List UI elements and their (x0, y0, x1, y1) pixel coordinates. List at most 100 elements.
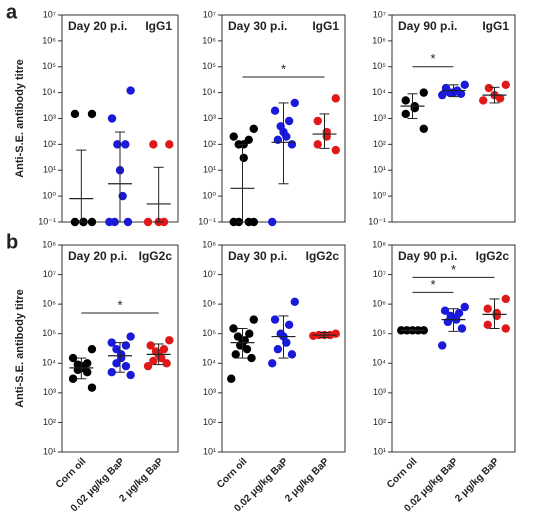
significance-star: * (430, 277, 435, 292)
panel-title: Day 30 p.i. (228, 19, 287, 33)
data-point (284, 116, 294, 126)
y-tick-label: 10² (43, 417, 56, 427)
data-point (495, 94, 505, 103)
data-point (229, 324, 238, 333)
data-point (268, 217, 277, 227)
data-point (249, 124, 258, 133)
data-point (331, 94, 340, 103)
data-point (83, 367, 92, 377)
data-point (239, 153, 248, 163)
x-tick-label: Corn oil (54, 456, 89, 491)
data-point (401, 109, 410, 119)
y-tick-label: 10⁵ (372, 328, 386, 338)
y-tick-label: 10⁻¹ (198, 216, 216, 226)
panel-letter: b (6, 231, 18, 253)
data-point (229, 132, 238, 141)
data-point (107, 367, 116, 377)
data-point (309, 331, 318, 341)
y-tick-label: 10¹ (43, 165, 56, 175)
data-point (456, 89, 466, 99)
y-axis-label: Anti-S.E. antibody titre (14, 59, 26, 178)
data-point (143, 361, 153, 371)
y-tick-label: 10⁶ (372, 299, 386, 309)
data-point (270, 315, 280, 324)
y-tick-label: 10⁷ (373, 269, 386, 279)
data-point (438, 341, 447, 350)
y-tick-label: 10⁷ (203, 9, 216, 19)
y-tick-label: 10² (43, 139, 56, 149)
panel-frame (391, 244, 516, 453)
panel-label: IgG1 (482, 19, 509, 33)
data-point (282, 132, 291, 141)
y-tick-label: 10⁴ (372, 358, 386, 368)
data-point (162, 359, 171, 368)
data-point (313, 140, 322, 149)
data-point (70, 217, 80, 227)
x-tick-label: Corn oil (215, 456, 250, 491)
panel-title: Day 20 p.i. (68, 249, 127, 263)
data-point (159, 344, 169, 354)
y-axis-label: Anti-S.E. antibody titre (14, 289, 26, 408)
data-point (457, 324, 467, 333)
y-tick-label: 10⁸ (372, 239, 386, 249)
data-point (87, 344, 97, 354)
data-point (73, 365, 82, 375)
significance-star: * (451, 262, 456, 277)
y-tick-label: 10⁰ (42, 191, 56, 201)
data-point (233, 332, 243, 341)
y-tick-label: 10¹ (373, 165, 386, 175)
data-point (313, 116, 322, 126)
data-point (438, 90, 447, 100)
data-point (245, 329, 254, 338)
data-point (121, 361, 131, 371)
y-tick-label: 10³ (203, 113, 216, 123)
data-point (445, 88, 454, 97)
data-point (249, 217, 258, 227)
y-tick-label: 10⁵ (202, 328, 216, 338)
data-point (87, 109, 97, 119)
y-tick-label: 10⁷ (203, 269, 216, 279)
significance-star: * (430, 51, 435, 66)
y-tick-label: 10⁵ (42, 61, 56, 71)
data-point (282, 338, 291, 347)
data-point (249, 315, 258, 324)
y-tick-label: 10² (203, 139, 216, 149)
y-tick-label: 10³ (373, 113, 386, 123)
data-point (501, 294, 510, 304)
y-tick-label: 10² (373, 139, 386, 149)
data-point (126, 86, 135, 95)
y-tick-label: 10⁷ (43, 269, 56, 279)
data-point (284, 320, 294, 330)
panel-title: Day 20 p.i. (68, 19, 127, 33)
data-point (483, 320, 492, 330)
data-point (231, 350, 240, 359)
data-point (484, 83, 494, 93)
y-tick-label: 10⁴ (202, 87, 216, 97)
data-point (460, 80, 469, 90)
x-tick-label: Corn oil (385, 456, 420, 491)
panel-label: IgG2c (476, 249, 510, 263)
x-tick-label: 2 μg/kg BaP (283, 456, 331, 504)
y-tick-label: 10⁶ (42, 35, 56, 45)
data-point (165, 140, 174, 149)
data-point (159, 217, 169, 227)
data-point (113, 140, 122, 149)
data-point (268, 359, 277, 368)
panel-frame (61, 244, 179, 453)
y-tick-label: 10⁴ (42, 358, 56, 368)
data-point (273, 344, 283, 354)
data-point (105, 217, 114, 227)
significance-star: * (117, 297, 122, 312)
data-point (287, 140, 297, 149)
data-point (492, 311, 501, 321)
data-point (146, 341, 155, 350)
data-point (501, 324, 510, 333)
y-tick-label: 10³ (203, 387, 216, 397)
data-point (270, 106, 280, 115)
y-tick-label: 10³ (43, 387, 56, 397)
data-point (290, 297, 299, 307)
y-tick-label: 10¹ (203, 446, 216, 456)
y-tick-label: 10⁷ (373, 9, 386, 19)
data-point (242, 344, 252, 354)
